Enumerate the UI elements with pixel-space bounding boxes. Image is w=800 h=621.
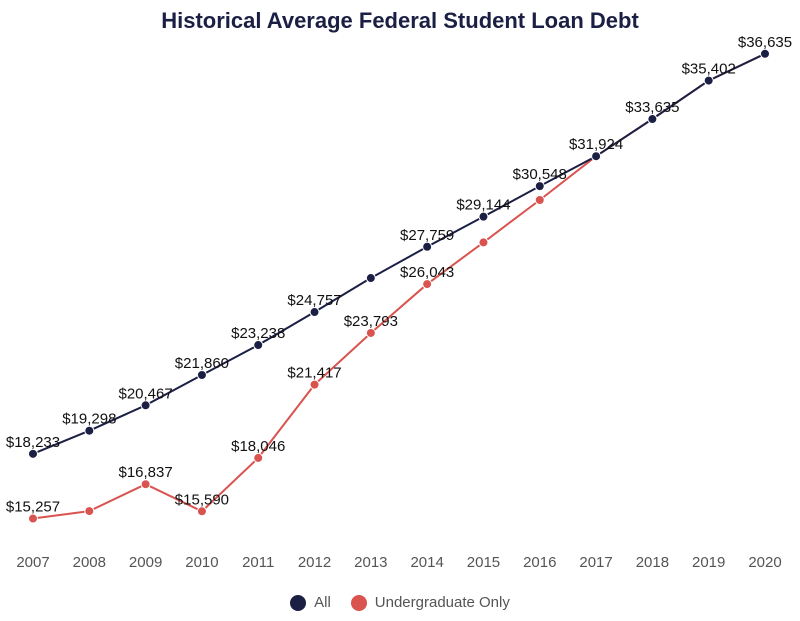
data-label-all: $18,233 [6,434,60,451]
data-label-all: $20,467 [118,385,172,402]
legend-item-all[interactable]: All [290,594,331,611]
x-tick-label: 2017 [579,554,612,571]
data-point-undergraduate[interactable] [365,327,376,338]
data-point-undergraduate[interactable] [28,513,38,524]
data-point-all[interactable] [591,151,602,162]
legend: All Undergraduate Only [0,594,800,611]
x-tick-label: 2008 [73,554,106,571]
x-tick-label: 2012 [298,554,331,571]
data-label-undergraduate: $16,837 [118,464,172,481]
series-line-all [32,52,766,455]
data-point-all[interactable] [365,273,376,284]
data-label-undergraduate: $26,043 [400,264,454,281]
x-tick-label: 2020 [748,554,781,571]
data-point-all[interactable] [534,181,545,192]
data-point-all[interactable] [647,114,658,125]
x-tick-label: 2018 [636,554,669,571]
data-point-all[interactable] [28,448,38,459]
data-label-all: $36,635 [738,34,792,51]
data-point-all[interactable] [196,370,207,380]
data-label-all: $23,238 [231,325,285,342]
data-label-all: $21,860 [175,355,229,372]
data-point-all[interactable] [253,340,264,351]
x-tick-label: 2019 [692,554,725,571]
x-tick-label: 2011 [242,554,274,571]
data-point-all[interactable] [703,75,714,86]
data-point-undergraduate[interactable] [84,506,95,517]
data-point-undergraduate[interactable] [422,279,433,290]
data-label-all: $24,757 [287,292,341,309]
legend-label-all: All [314,594,331,611]
data-label-all: $30,548 [513,166,567,183]
legend-label-undergraduate: Undergraduate Only [374,594,510,611]
data-point-undergraduate[interactable] [534,195,545,205]
data-label-all: $27,759 [400,227,454,244]
data-point-all[interactable] [422,241,433,252]
series-line-undergraduate [32,52,766,520]
data-point-undergraduate[interactable] [196,506,207,517]
data-point-all[interactable] [760,48,770,59]
data-label-undergraduate: $21,417 [287,365,341,382]
x-tick-label: 2014 [410,554,443,571]
x-tick-label: 2009 [129,554,162,571]
data-label-all: $29,144 [456,197,510,214]
data-label-all: $35,402 [682,61,736,78]
data-label-all: $33,635 [625,99,679,116]
x-tick-label: 2010 [185,554,218,571]
x-tick-label: 2013 [354,554,387,571]
data-label-all: $31,924 [569,136,623,153]
data-label-all: $19,298 [62,411,116,428]
data-label-undergraduate: $15,590 [175,491,229,508]
data-label-undergraduate: $23,793 [344,313,398,330]
x-tick-label: 2015 [467,554,500,571]
data-label-undergraduate: $15,257 [6,499,60,516]
legend-swatch-all [290,594,307,611]
data-point-all[interactable] [478,211,489,222]
data-label-undergraduate: $18,046 [231,438,285,455]
chart-title: Historical Average Federal Student Loan … [161,8,639,33]
x-tick-label: 2007 [16,554,49,571]
data-point-undergraduate[interactable] [309,379,320,390]
data-point-undergraduate[interactable] [478,237,489,248]
data-point-all[interactable] [309,307,320,318]
data-point-all[interactable] [140,400,151,411]
data-point-all[interactable] [84,425,95,436]
legend-swatch-undergraduate [350,594,367,611]
x-tick-label: 2016 [523,554,556,571]
data-point-undergraduate[interactable] [140,479,151,490]
data-point-undergraduate[interactable] [253,452,264,463]
legend-item-undergraduate[interactable]: Undergraduate Only [350,594,510,611]
